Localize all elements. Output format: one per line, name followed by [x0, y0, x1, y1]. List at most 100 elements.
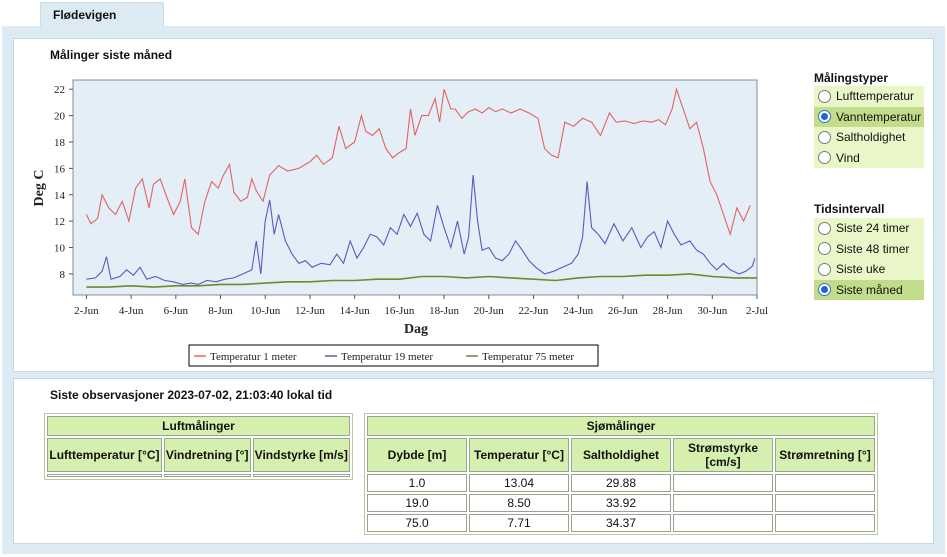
series-line-1	[85, 87, 751, 237]
x-tick-label: 4-Jun	[119, 305, 144, 317]
sea-cell	[775, 494, 875, 512]
x-tick-label: 8-Jun	[208, 305, 233, 317]
x-tick-label: 22-Jun	[518, 305, 548, 317]
radio-label: Siste 24 timer	[836, 221, 910, 236]
tab-label: Flødevigen	[53, 8, 117, 22]
time-interval-group: Siste 24 timer Siste 48 timer Siste uke …	[814, 218, 924, 300]
radio-icon	[818, 89, 831, 103]
radio-siste-24-timer[interactable]: Siste 24 timer	[814, 218, 924, 239]
radio-label: Siste uke	[836, 262, 886, 277]
x-tick-label: 24-Jun	[563, 305, 593, 317]
y-tick-label: 10	[54, 243, 66, 255]
x-tick-label: 26-Jun	[608, 305, 638, 317]
air-table-title: Luftmålinger	[47, 416, 350, 436]
temperature-chart: 8 10 12 14 16 18 20 22 2-Jun 4-Jun 6-Jun 8-Jun 10-J…	[32, 79, 768, 367]
x-tick-label: 14-Jun	[340, 305, 370, 317]
sea-cell	[673, 514, 773, 532]
measurement-types-group: Lufttemperatur Vanntemperatur Saltholdig…	[814, 86, 924, 168]
air-cell	[252, 474, 350, 477]
legend-label: Temperatur 19 meter	[341, 351, 433, 363]
air-col-vindretning: Vindretning [°]	[163, 438, 251, 472]
x-tick-label: 16-Jun	[384, 305, 414, 317]
sea-cell: 75.0	[367, 514, 467, 532]
radio-selected-icon	[818, 110, 831, 124]
chart-section-title: Målinger siste måned	[50, 48, 173, 62]
table-row: 19.0 8.50 33.92	[367, 494, 875, 512]
radio-icon	[818, 262, 831, 276]
x-tick-label: 30-Jun	[697, 305, 727, 317]
radio-icon	[818, 221, 831, 235]
table-row: 1.0 13.04 29.88	[367, 474, 875, 492]
table-row: 75.0 7.71 34.37	[367, 514, 875, 532]
time-interval-title: Tidsintervall	[814, 202, 885, 216]
radio-saltholdighet[interactable]: Saltholdighet	[814, 127, 924, 148]
plot-area	[72, 79, 758, 296]
series-line-3	[86, 273, 757, 288]
air-col-vindstyrke: Vindstyrke [m/s]	[252, 438, 350, 472]
sea-cell: 13.04	[469, 474, 569, 492]
radio-icon	[818, 151, 831, 165]
sea-cell: 29.88	[571, 474, 671, 492]
air-measurements-table: Luftmålinger Lufttemperatur [°C] Vindret…	[44, 413, 353, 480]
sea-cell	[673, 474, 773, 492]
radio-icon	[818, 130, 831, 144]
sea-cell: 34.37	[571, 514, 671, 532]
sea-col-temperatur: Temperatur [°C]	[469, 438, 569, 472]
sea-table-title: Sjømålinger	[367, 416, 875, 436]
y-tick-label: 22	[54, 84, 65, 96]
sea-cell: 7.71	[469, 514, 569, 532]
air-cell	[163, 474, 251, 477]
radio-icon	[818, 242, 831, 256]
observations-title: Siste observasjoner 2023-07-02, 21:03:40…	[50, 388, 333, 402]
radio-label: Saltholdighet	[836, 130, 906, 145]
x-tick-label: 28-Jun	[653, 305, 683, 317]
radio-label: Siste 48 timer	[836, 241, 910, 256]
y-tick-label: 18	[54, 137, 66, 149]
legend-label: Temperatur 75 meter	[482, 351, 574, 363]
radio-selected-icon	[818, 283, 831, 297]
air-cell	[47, 474, 162, 477]
sea-cell	[775, 514, 875, 532]
x-tick-label: 20-Jun	[474, 305, 504, 317]
y-tick-label: 8	[60, 269, 66, 281]
y-axis-label: Deg C	[32, 170, 47, 207]
y-tick-label: 16	[54, 163, 66, 175]
x-tick-label: 2-Jul	[746, 305, 768, 317]
sea-col-stromstyrke: Strømstyrke [cm/s]	[673, 438, 773, 472]
sea-cell: 8.50	[469, 494, 569, 512]
sea-col-stromretning: Strømretning [°]	[775, 438, 875, 472]
sea-cell: 1.0	[367, 474, 467, 492]
radio-label: Vanntemperatur	[836, 109, 922, 124]
sea-measurements-table: Sjømålinger Dybde [m] Temperatur [°C] Sa…	[364, 413, 878, 535]
radio-label: Lufttemperatur	[836, 89, 915, 104]
sea-cell: 19.0	[367, 494, 467, 512]
radio-label: Siste måned	[836, 282, 903, 297]
sea-cell	[673, 494, 773, 512]
air-col-lufttemperatur: Lufttemperatur [°C]	[47, 438, 162, 472]
radio-vanntemperatur[interactable]: Vanntemperatur	[814, 106, 924, 127]
y-tick-label: 14	[54, 190, 66, 202]
x-tick-label: 18-Jun	[429, 305, 459, 317]
sea-col-saltholdighet: Saltholdighet	[571, 438, 671, 472]
sea-cell: 33.92	[571, 494, 671, 512]
radio-siste-48-timer[interactable]: Siste 48 timer	[814, 239, 924, 260]
sea-cell	[775, 474, 875, 492]
y-tick-label: 20	[54, 111, 66, 123]
x-tick-label: 6-Jun	[164, 305, 189, 317]
radio-label: Vind	[836, 150, 860, 165]
legend-box	[188, 344, 599, 367]
sea-col-dybde: Dybde [m]	[367, 438, 467, 472]
x-tick-label: 10-Jun	[250, 305, 280, 317]
legend-label: Temperatur 1 meter	[210, 351, 297, 363]
radio-siste-maned[interactable]: Siste måned	[814, 279, 924, 300]
radio-lufttemperatur[interactable]: Lufttemperatur	[814, 86, 924, 107]
tab-flodevigen[interactable]: Flødevigen	[40, 2, 164, 28]
y-tick-label: 12	[54, 216, 65, 228]
x-tick-label: 2-Jun	[74, 305, 99, 317]
x-axis-label: Dag	[404, 322, 428, 337]
measurement-types-title: Målingstyper	[814, 71, 889, 85]
x-tick-label: 12-Jun	[295, 305, 325, 317]
radio-siste-uke[interactable]: Siste uke	[814, 259, 924, 280]
radio-vind[interactable]: Vind	[814, 148, 924, 169]
series-line-2	[86, 174, 756, 285]
